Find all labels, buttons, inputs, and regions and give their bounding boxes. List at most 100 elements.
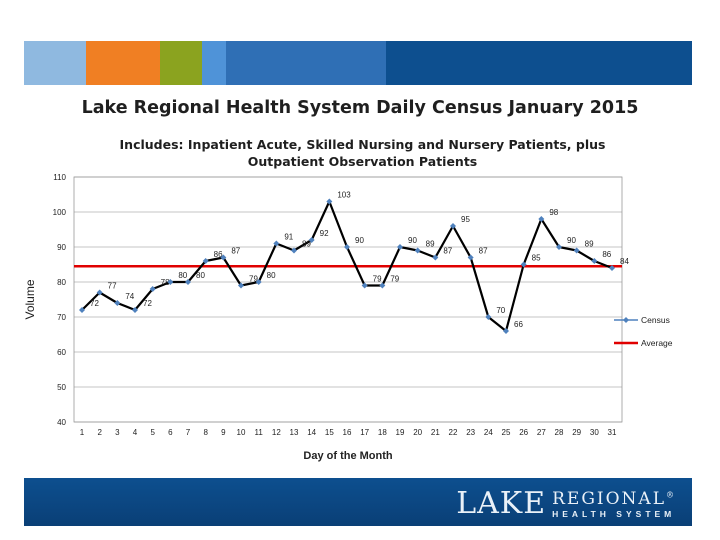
census-point [609,265,615,271]
census-data-label: 86 [214,250,223,259]
census-point [308,237,315,243]
x-tick-label: 4 [133,428,138,437]
census-data-label: 92 [320,229,329,238]
census-point [344,244,350,250]
x-tick-label: 21 [431,428,440,437]
census-point [485,314,492,320]
y-tick-label: 80 [57,278,66,287]
census-data-label: 70 [496,306,505,315]
plot-frame [73,176,623,423]
x-tick-label: 14 [307,428,316,437]
x-tick-label: 29 [572,428,581,437]
census-data-label: 98 [549,208,558,217]
x-tick-label: 20 [413,428,422,437]
census-data-label: 78 [161,278,170,287]
y-tick-label: 70 [57,313,66,322]
census-data-label: 91 [284,233,293,242]
x-tick-label: 25 [502,428,511,437]
census-point [573,247,580,254]
x-tick-label: 2 [97,428,102,437]
census-point [450,223,456,229]
census-point [326,198,333,205]
census-data-label: 85 [532,254,541,263]
census-point [79,307,85,313]
census-point [273,240,280,247]
y-tick-label: 40 [57,418,66,427]
x-tick-label: 8 [203,428,208,437]
census-data-label: 79 [390,275,399,284]
x-tick-label: 7 [186,428,191,437]
header-segment [386,41,692,85]
census-data-label: 66 [514,320,523,329]
x-tick-label: 26 [519,428,528,437]
census-point [538,216,545,222]
header-segment [24,41,86,85]
x-axis-label: Day of the Month [303,450,392,462]
y-tick-label: 60 [57,348,66,357]
lake-regional-logo: LAKE REGIONAL® HEALTH SYSTEM [456,486,676,521]
footer-bar: LAKE REGIONAL® HEALTH SYSTEM [24,478,692,526]
census-data-label: 89 [302,240,311,249]
x-tick-label: 16 [343,428,352,437]
census-point [114,300,121,306]
census-data-label: 89 [585,240,594,249]
census-data-label: 103 [337,191,351,200]
x-tick-label: 22 [449,428,458,437]
census-data-label: 95 [461,215,470,224]
chart-title: Lake Regional Health System Daily Census… [81,98,639,118]
x-tick-label: 17 [360,428,369,437]
x-tick-label: 10 [237,428,246,437]
census-data-label: 87 [231,247,240,256]
x-tick-label: 19 [396,428,405,437]
logo-regional: REGIONAL® [552,488,676,509]
census-data-label: 72 [143,299,152,308]
census-point [432,254,439,261]
logo-tagline: HEALTH SYSTEM [552,508,676,519]
census-point [361,282,368,289]
census-point [414,247,421,254]
census-data-label: 80 [196,271,205,280]
x-tick-label: 11 [255,428,264,437]
x-tick-label: 30 [590,428,599,437]
census-data-label: 90 [355,236,364,245]
x-tick-label: 28 [555,428,564,437]
x-tick-label: 3 [115,428,120,437]
y-tick-label: 90 [57,243,66,252]
census-point [96,289,103,296]
census-point [238,282,244,289]
x-tick-label: 1 [80,428,85,437]
census-data-label: 80 [267,271,276,280]
census-point [220,254,227,261]
y-tick-label: 110 [53,173,66,182]
logo-lake: LAKE [456,486,547,521]
census-data-label: 86 [602,250,611,259]
census-point [556,244,562,250]
x-tick-label: 9 [221,428,226,437]
census-data-label: 84 [620,257,629,266]
header-segment [160,41,202,85]
chart-subtitle: Includes: Inpatient Acute, Skilled Nursi… [119,137,606,169]
census-data-label: 87 [479,247,488,256]
census-data-label: 79 [373,275,382,284]
legend-census-marker [623,317,629,323]
x-tick-label: 24 [484,428,493,437]
x-tick-label: 23 [466,428,475,437]
census-point [149,286,156,292]
census-data-label: 79 [249,275,258,284]
census-data-label: 87 [443,247,452,256]
header-color-bar [24,41,692,85]
census-point [467,254,474,261]
header-segment [86,41,160,85]
census-point [255,279,262,285]
census-point [202,258,209,264]
y-axis-label: Volume [23,279,37,319]
census-point [132,307,138,313]
y-tick-label: 50 [57,383,66,392]
census-data-label: 89 [426,240,435,249]
census-data-label: 80 [178,271,187,280]
census-point [397,244,403,250]
census-data-label: 72 [90,299,99,308]
census-data-label: 77 [108,282,117,291]
census-point [591,258,598,264]
